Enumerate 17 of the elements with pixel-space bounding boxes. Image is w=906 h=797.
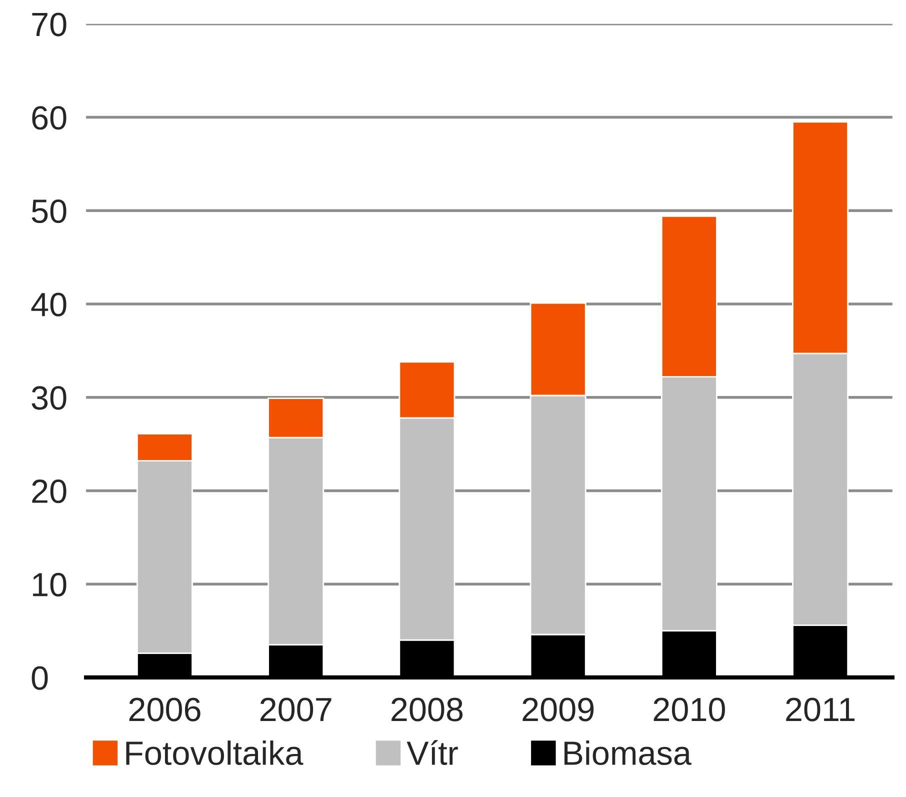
y-tick-label: 30 <box>32 386 66 410</box>
x-tick-label: 2006 <box>129 698 200 722</box>
y-tick-label: 20 <box>32 480 66 504</box>
x-tick-label: 2010 <box>654 698 725 722</box>
y-tick-label: 0 <box>32 666 48 690</box>
x-tick-label: 2009 <box>522 698 594 722</box>
y-tick-label: 50 <box>32 199 66 224</box>
x-tick-label: 2008 <box>392 698 463 722</box>
y-tick-label: 60 <box>32 106 66 130</box>
x-tick-label: 2011 <box>786 698 855 722</box>
legend-label: Fotovoltaika <box>126 740 304 766</box>
y-tick-label: 40 <box>31 292 66 316</box>
y-tick-label: 70 <box>32 12 66 36</box>
x-tick-label: 2007 <box>260 698 332 722</box>
legend-label: Vítr <box>406 740 458 765</box>
y-tick-label: 10 <box>33 572 66 596</box>
legend-label: Biomasa <box>564 740 692 766</box>
